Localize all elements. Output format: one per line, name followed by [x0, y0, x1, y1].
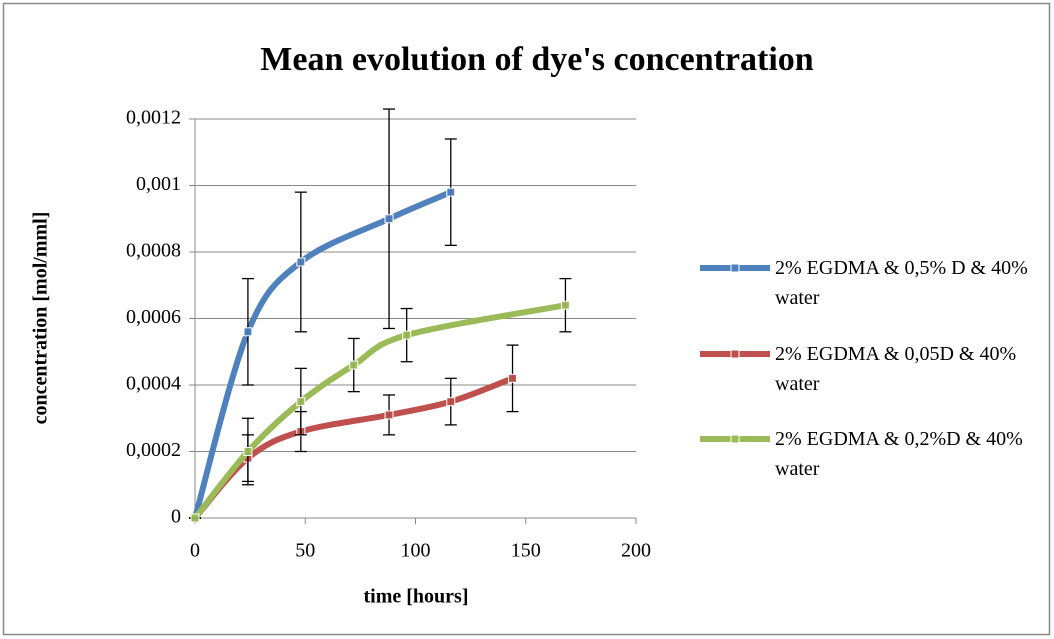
chart-title: Mean evolution of dye's concentration [260, 41, 813, 78]
x-tick-label: 150 [511, 540, 541, 562]
marker [446, 187, 456, 197]
marker [190, 513, 200, 523]
legend-label: 2% EGDMA & 0,05D & 40% water [775, 343, 1017, 395]
legend-label: 2% EGDMA & 0,2%D & 40% water [775, 428, 1023, 480]
y-axis-title: concentration [mol/mml] [30, 212, 52, 425]
marker [296, 397, 306, 407]
y-tick-label: 0,0006 [126, 306, 181, 328]
marker [384, 214, 394, 224]
y-tick-label: 0,0012 [126, 107, 181, 129]
marker [560, 300, 570, 310]
marker [296, 257, 306, 267]
legend-marker [730, 263, 740, 273]
y-tick-label: 0,0002 [126, 439, 181, 461]
marker [402, 330, 412, 340]
series-line [192, 189, 454, 521]
x-tick-label: 100 [401, 540, 431, 562]
marker [243, 447, 253, 456]
legend-marker [730, 434, 740, 444]
x-tick-label: 0 [190, 540, 200, 562]
marker [384, 410, 394, 420]
legend-marker [730, 349, 740, 359]
marker [349, 360, 359, 370]
marker [243, 327, 253, 337]
legend-label: 2% EGDMA & 0,5% D & 40% water [775, 257, 1028, 309]
series-line [192, 302, 569, 521]
x-tick-label: 50 [295, 540, 315, 562]
y-tick-label: 0,001 [136, 173, 181, 195]
y-tick-label: 0 [171, 506, 181, 528]
x-tick-label: 200 [621, 540, 651, 562]
y-tick-label: 0,0004 [126, 373, 181, 395]
series-line [192, 375, 516, 521]
marker [446, 397, 456, 407]
y-tick-label: 0,0008 [126, 240, 181, 262]
marker [508, 373, 518, 383]
x-axis-title: time [hours] [364, 586, 469, 608]
